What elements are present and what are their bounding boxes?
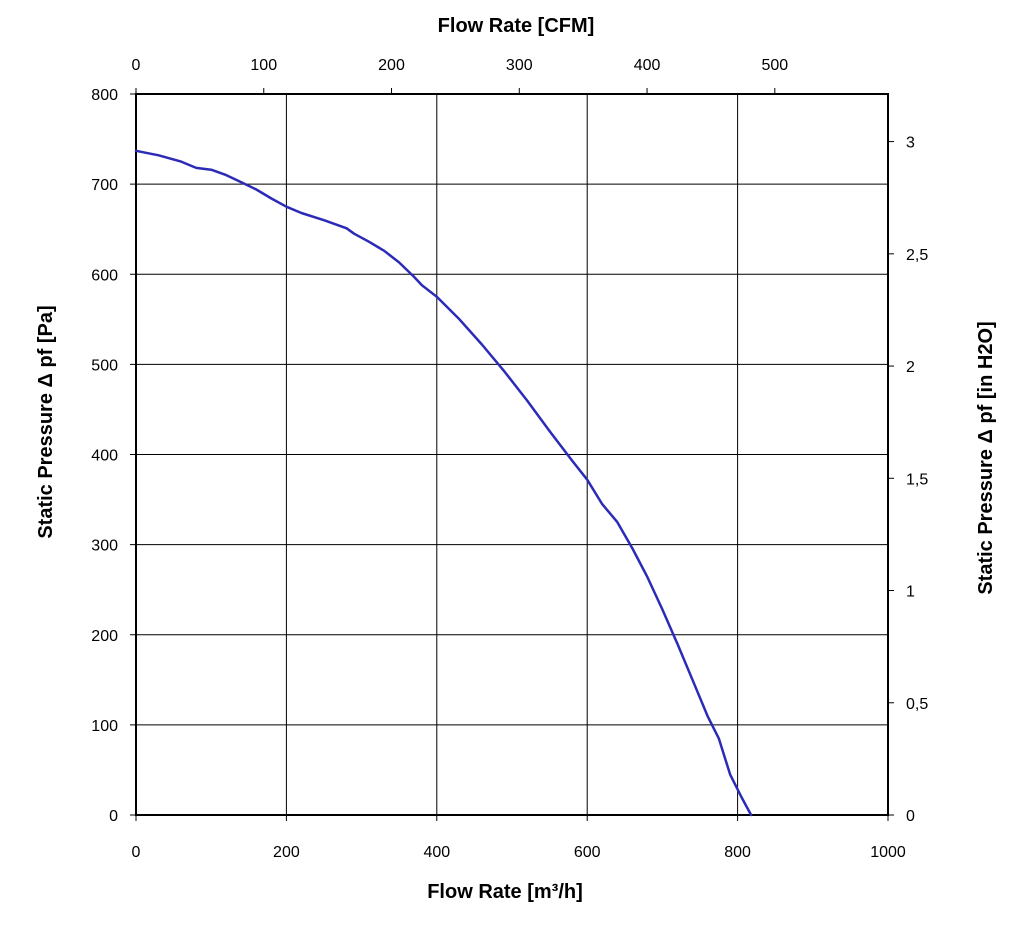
y2-tick-label: 3	[906, 135, 915, 152]
x2-tick-label: 0	[132, 57, 141, 74]
x2-tick-label: 500	[761, 57, 788, 74]
right-axis-title: Static Pressure Δ pf [in H2O]	[975, 321, 997, 594]
y2-tick-label: 1	[906, 584, 915, 601]
y-tick-label: 300	[91, 538, 118, 555]
y2-tick-label: 2	[906, 359, 915, 376]
grid-layer	[135, 93, 889, 816]
tick-layer: 0 200 400 600 800 100001002003004005006007008…	[91, 57, 928, 861]
y-tick-label: 500	[91, 357, 118, 374]
x2-tick-label: 200	[378, 57, 405, 74]
y-tick-label: 800	[91, 87, 118, 104]
top-axis-title: Flow Rate [CFM]	[438, 15, 595, 37]
x-tick-label: 1000	[870, 844, 906, 861]
x-tick-label: 400	[423, 844, 450, 861]
series-line-static-pressure	[134, 149, 753, 817]
y2-tick-label: 2,5	[906, 247, 928, 264]
y2-tick-label: 1,5	[906, 471, 928, 488]
x2-tick-label: 400	[634, 57, 661, 74]
series-layer	[134, 149, 753, 817]
y2-tick-label: 0	[906, 808, 915, 825]
y-tick-label: 100	[91, 718, 118, 735]
x-tick-label: 0	[132, 844, 141, 861]
x-axis-title: Flow Rate [m³/h]	[427, 881, 583, 903]
y2-tick-label: 0,5	[906, 696, 928, 713]
x-tick-label: 200	[273, 844, 300, 861]
y-tick-label: 200	[91, 628, 118, 645]
x-tick-label: 600	[574, 844, 601, 861]
x2-tick-label: 300	[506, 57, 533, 74]
x2-tick-label: 100	[250, 57, 277, 74]
y-tick-label: 0	[109, 808, 118, 825]
y-tick-label: 700	[91, 177, 118, 194]
x-tick-label: 800	[724, 844, 751, 861]
y-tick-label: 600	[91, 267, 118, 284]
y-tick-label: 400	[91, 448, 118, 465]
y-axis-title: Static Pressure Δ pf [Pa]	[35, 305, 57, 538]
